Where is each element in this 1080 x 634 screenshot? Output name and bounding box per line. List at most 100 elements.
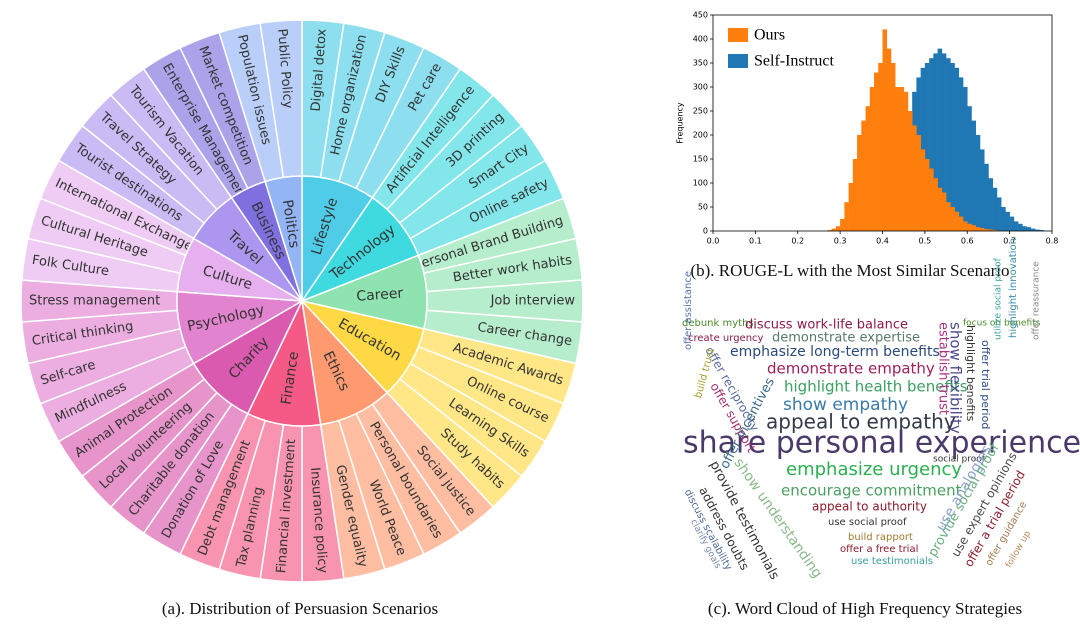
bar [950,63,955,231]
y-tick-label: 300 [693,83,708,92]
bar [1013,221,1019,231]
bar [869,87,875,231]
bar [903,91,909,231]
bar [967,223,972,231]
bar [992,230,998,231]
bar [899,87,904,231]
word: create urgency [688,333,764,344]
x-tick-label: 0.4 [876,237,889,246]
bar [848,183,854,231]
x-tick-label: 0.0 [707,237,720,246]
bar [1018,223,1023,231]
caption: (c). Word Cloud of High Frequency Strate… [708,599,1022,618]
bar [963,221,968,231]
bar [882,29,888,232]
word: use testimonials [851,556,933,567]
word: appeal to authority [812,500,927,514]
y-tick-label: 450 [693,11,708,20]
bar [1035,229,1040,231]
word: offer a free trial [840,544,918,555]
y-tick-label: 50 [698,203,708,212]
word: appeal to empathy [766,410,956,434]
word: highlight benefits [964,325,977,422]
bar [988,178,993,231]
word: utilize social proof [994,257,1004,340]
word: focus on benefits [963,319,1041,329]
word: show flexibility [947,322,965,434]
y-tick-label: 200 [693,131,708,140]
y-tick-label: 400 [693,35,708,44]
bar [840,219,845,231]
x-tick-label: 0.7 [1003,237,1016,246]
bar [954,211,960,231]
y-tick-label: 150 [693,155,708,164]
x-tick-label: 0.2 [791,237,804,246]
word: demonstrate expertise [772,331,920,346]
bar [1039,230,1044,231]
bar [958,77,964,232]
bar [954,67,960,231]
bar [988,229,993,231]
bar [933,178,938,231]
bar [920,149,926,231]
bar [874,72,879,231]
bar [924,159,930,231]
bar [975,227,981,231]
word: establish trust [936,322,951,415]
bar [979,149,985,231]
word: emphasize long-term benefits [730,344,940,360]
word: demonstrate empathy [767,360,935,378]
legend-swatch [728,54,748,68]
word: use social proof [828,517,907,528]
caption: (b). ROUGE-L with the Most Similar Scena… [690,261,1009,280]
x-tick-label: 0.3 [834,237,847,246]
bar [844,202,849,231]
group-wedge [300,298,389,426]
bar [937,48,943,231]
group-wedge [301,175,374,304]
group-wedge [300,196,420,303]
bar [963,87,968,231]
legend-swatch [728,28,748,42]
bar [865,106,871,231]
group-wedge [246,298,322,427]
y-tick-label: 250 [693,107,708,116]
word: emphasize urgency [786,459,962,480]
bar [835,226,841,231]
y-tick-label: 0 [703,227,708,236]
word: offer reassurance [1032,261,1042,340]
bar [975,135,981,231]
x-tick-label: 0.8 [1046,237,1059,246]
word: highlight innovation [1008,238,1019,338]
bar [979,228,985,231]
y-axis-label: Frequency [676,102,685,144]
bar [950,207,955,231]
bar [937,187,943,231]
word: debunk myths [682,318,754,329]
bar [967,106,972,231]
bar [1009,216,1015,231]
x-tick-label: 0.6 [961,237,974,246]
bar [924,63,930,231]
bar [996,197,1002,231]
legend-label: Ours [754,27,785,44]
bar [933,53,938,232]
bar [971,225,977,231]
bar [941,192,947,231]
bar [946,202,951,231]
group-wedge [176,290,305,365]
bar [941,53,947,232]
group-label: Finance [278,350,302,405]
bar [907,111,913,231]
group-wedge [299,254,428,330]
group-wedge [264,175,303,302]
x-tick-label: 0.5 [919,237,932,246]
bar [861,120,866,231]
word: encourage commitment [781,482,962,500]
bar [992,187,998,231]
word: show empathy [783,395,908,415]
bar [886,48,892,231]
bar [1022,226,1027,231]
